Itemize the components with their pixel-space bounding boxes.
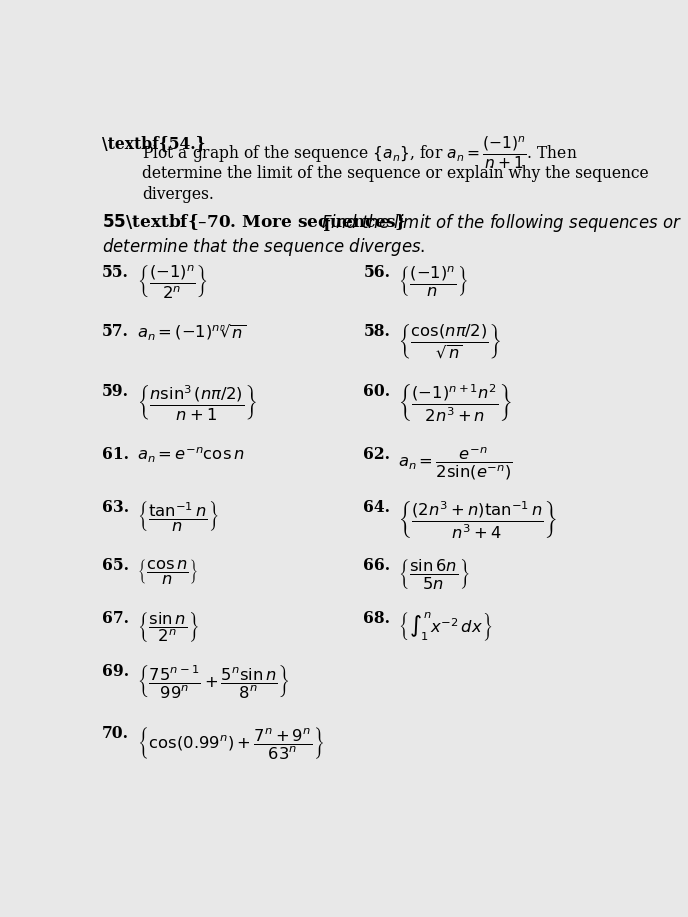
Text: 62.: 62. (363, 447, 390, 463)
Text: $\left\{\dfrac{(-1)^n}{n}\right\}$: $\left\{\dfrac{(-1)^n}{n}\right\}$ (398, 264, 468, 298)
Text: $a_n = e^{-n}\cos n$: $a_n = e^{-n}\cos n$ (137, 447, 244, 466)
Text: 60.: 60. (363, 382, 390, 400)
Text: $\left\{\dfrac{(2n^3+n)\tan^{-1} n}{n^3+4}\right\}$: $\left\{\dfrac{(2n^3+n)\tan^{-1} n}{n^3+… (398, 499, 557, 541)
Text: 65.: 65. (102, 557, 129, 574)
Text: 69.: 69. (102, 663, 129, 679)
Text: 66.: 66. (363, 557, 390, 574)
Text: 68.: 68. (363, 610, 390, 627)
Text: Plot a graph of the sequence $\{a_n\}$, for $a_n = \dfrac{(-1)^n}{n+1}$. Then: Plot a graph of the sequence $\{a_n\}$, … (142, 135, 577, 171)
Text: diverges.: diverges. (142, 185, 214, 203)
Text: $\left\{\dfrac{75^{n-1}}{99^n}+\dfrac{5^n\sin n}{8^n}\right\}$: $\left\{\dfrac{75^{n-1}}{99^n}+\dfrac{5^… (137, 663, 290, 700)
Text: 59.: 59. (102, 382, 129, 400)
Text: 56.: 56. (363, 264, 390, 281)
Text: 58.: 58. (363, 323, 390, 339)
Text: determine the limit of the sequence or explain why the sequence: determine the limit of the sequence or e… (142, 165, 649, 182)
Text: 63.: 63. (102, 499, 129, 516)
Text: $\left\{\cos(0.99^n)+\dfrac{7^n+9^n}{63^n}\right\}$: $\left\{\cos(0.99^n)+\dfrac{7^n+9^n}{63^… (137, 725, 324, 761)
Text: 61.: 61. (102, 447, 129, 463)
Text: $\left\{\int_1^n x^{-2}\,dx\right\}$: $\left\{\int_1^n x^{-2}\,dx\right\}$ (398, 610, 492, 643)
Text: $\left\{\dfrac{\cos n}{n}\right\}$: $\left\{\dfrac{\cos n}{n}\right\}$ (137, 557, 198, 586)
Text: $\left\{\dfrac{\sin 6n}{5n}\right\}$: $\left\{\dfrac{\sin 6n}{5n}\right\}$ (398, 557, 470, 591)
Text: $a_n = (-1)^n \sqrt[n]{n}$: $a_n = (-1)^n \sqrt[n]{n}$ (137, 323, 246, 343)
Text: $\left\{\dfrac{(-1)^{n+1}n^2}{2n^3+n}\right\}$: $\left\{\dfrac{(-1)^{n+1}n^2}{2n^3+n}\ri… (398, 382, 512, 424)
Text: 67.: 67. (102, 610, 129, 627)
Text: $\left\{\dfrac{n\sin^3(n\pi/2)}{n+1}\right\}$: $\left\{\dfrac{n\sin^3(n\pi/2)}{n+1}\rig… (137, 382, 257, 422)
Text: $\mathbf{55}$\textbf{–70. More sequences}: $\mathbf{55}$\textbf{–70. More sequences… (102, 213, 407, 234)
Text: $\it{determine\ that\ the\ sequence\ diverges.}$: $\it{determine\ that\ the\ sequence\ div… (102, 236, 425, 258)
Text: 57.: 57. (102, 323, 129, 339)
Text: $a_n = \dfrac{e^{-n}}{2\sin(e^{-n})}$: $a_n = \dfrac{e^{-n}}{2\sin(e^{-n})}$ (398, 447, 513, 482)
Text: 64.: 64. (363, 499, 390, 516)
Text: $\left\{\dfrac{\sin n}{2^n}\right\}$: $\left\{\dfrac{\sin n}{2^n}\right\}$ (137, 610, 198, 644)
Text: $\left\{\dfrac{\cos(n\pi/2)}{\sqrt{n}}\right\}$: $\left\{\dfrac{\cos(n\pi/2)}{\sqrt{n}}\r… (398, 323, 501, 360)
Text: 70.: 70. (102, 725, 129, 742)
Text: $\it{Find\ the\ limit\ of\ the\ following\ sequences\ or}$: $\it{Find\ the\ limit\ of\ the\ followin… (321, 213, 682, 235)
Text: $\left\{\dfrac{(-1)^n}{2^n}\right\}$: $\left\{\dfrac{(-1)^n}{2^n}\right\}$ (137, 264, 208, 302)
Text: \textbf{54.}: \textbf{54.} (102, 135, 206, 151)
Text: 55.: 55. (102, 264, 129, 281)
Text: $\left\{\dfrac{\tan^{-1} n}{n}\right\}$: $\left\{\dfrac{\tan^{-1} n}{n}\right\}$ (137, 499, 219, 533)
